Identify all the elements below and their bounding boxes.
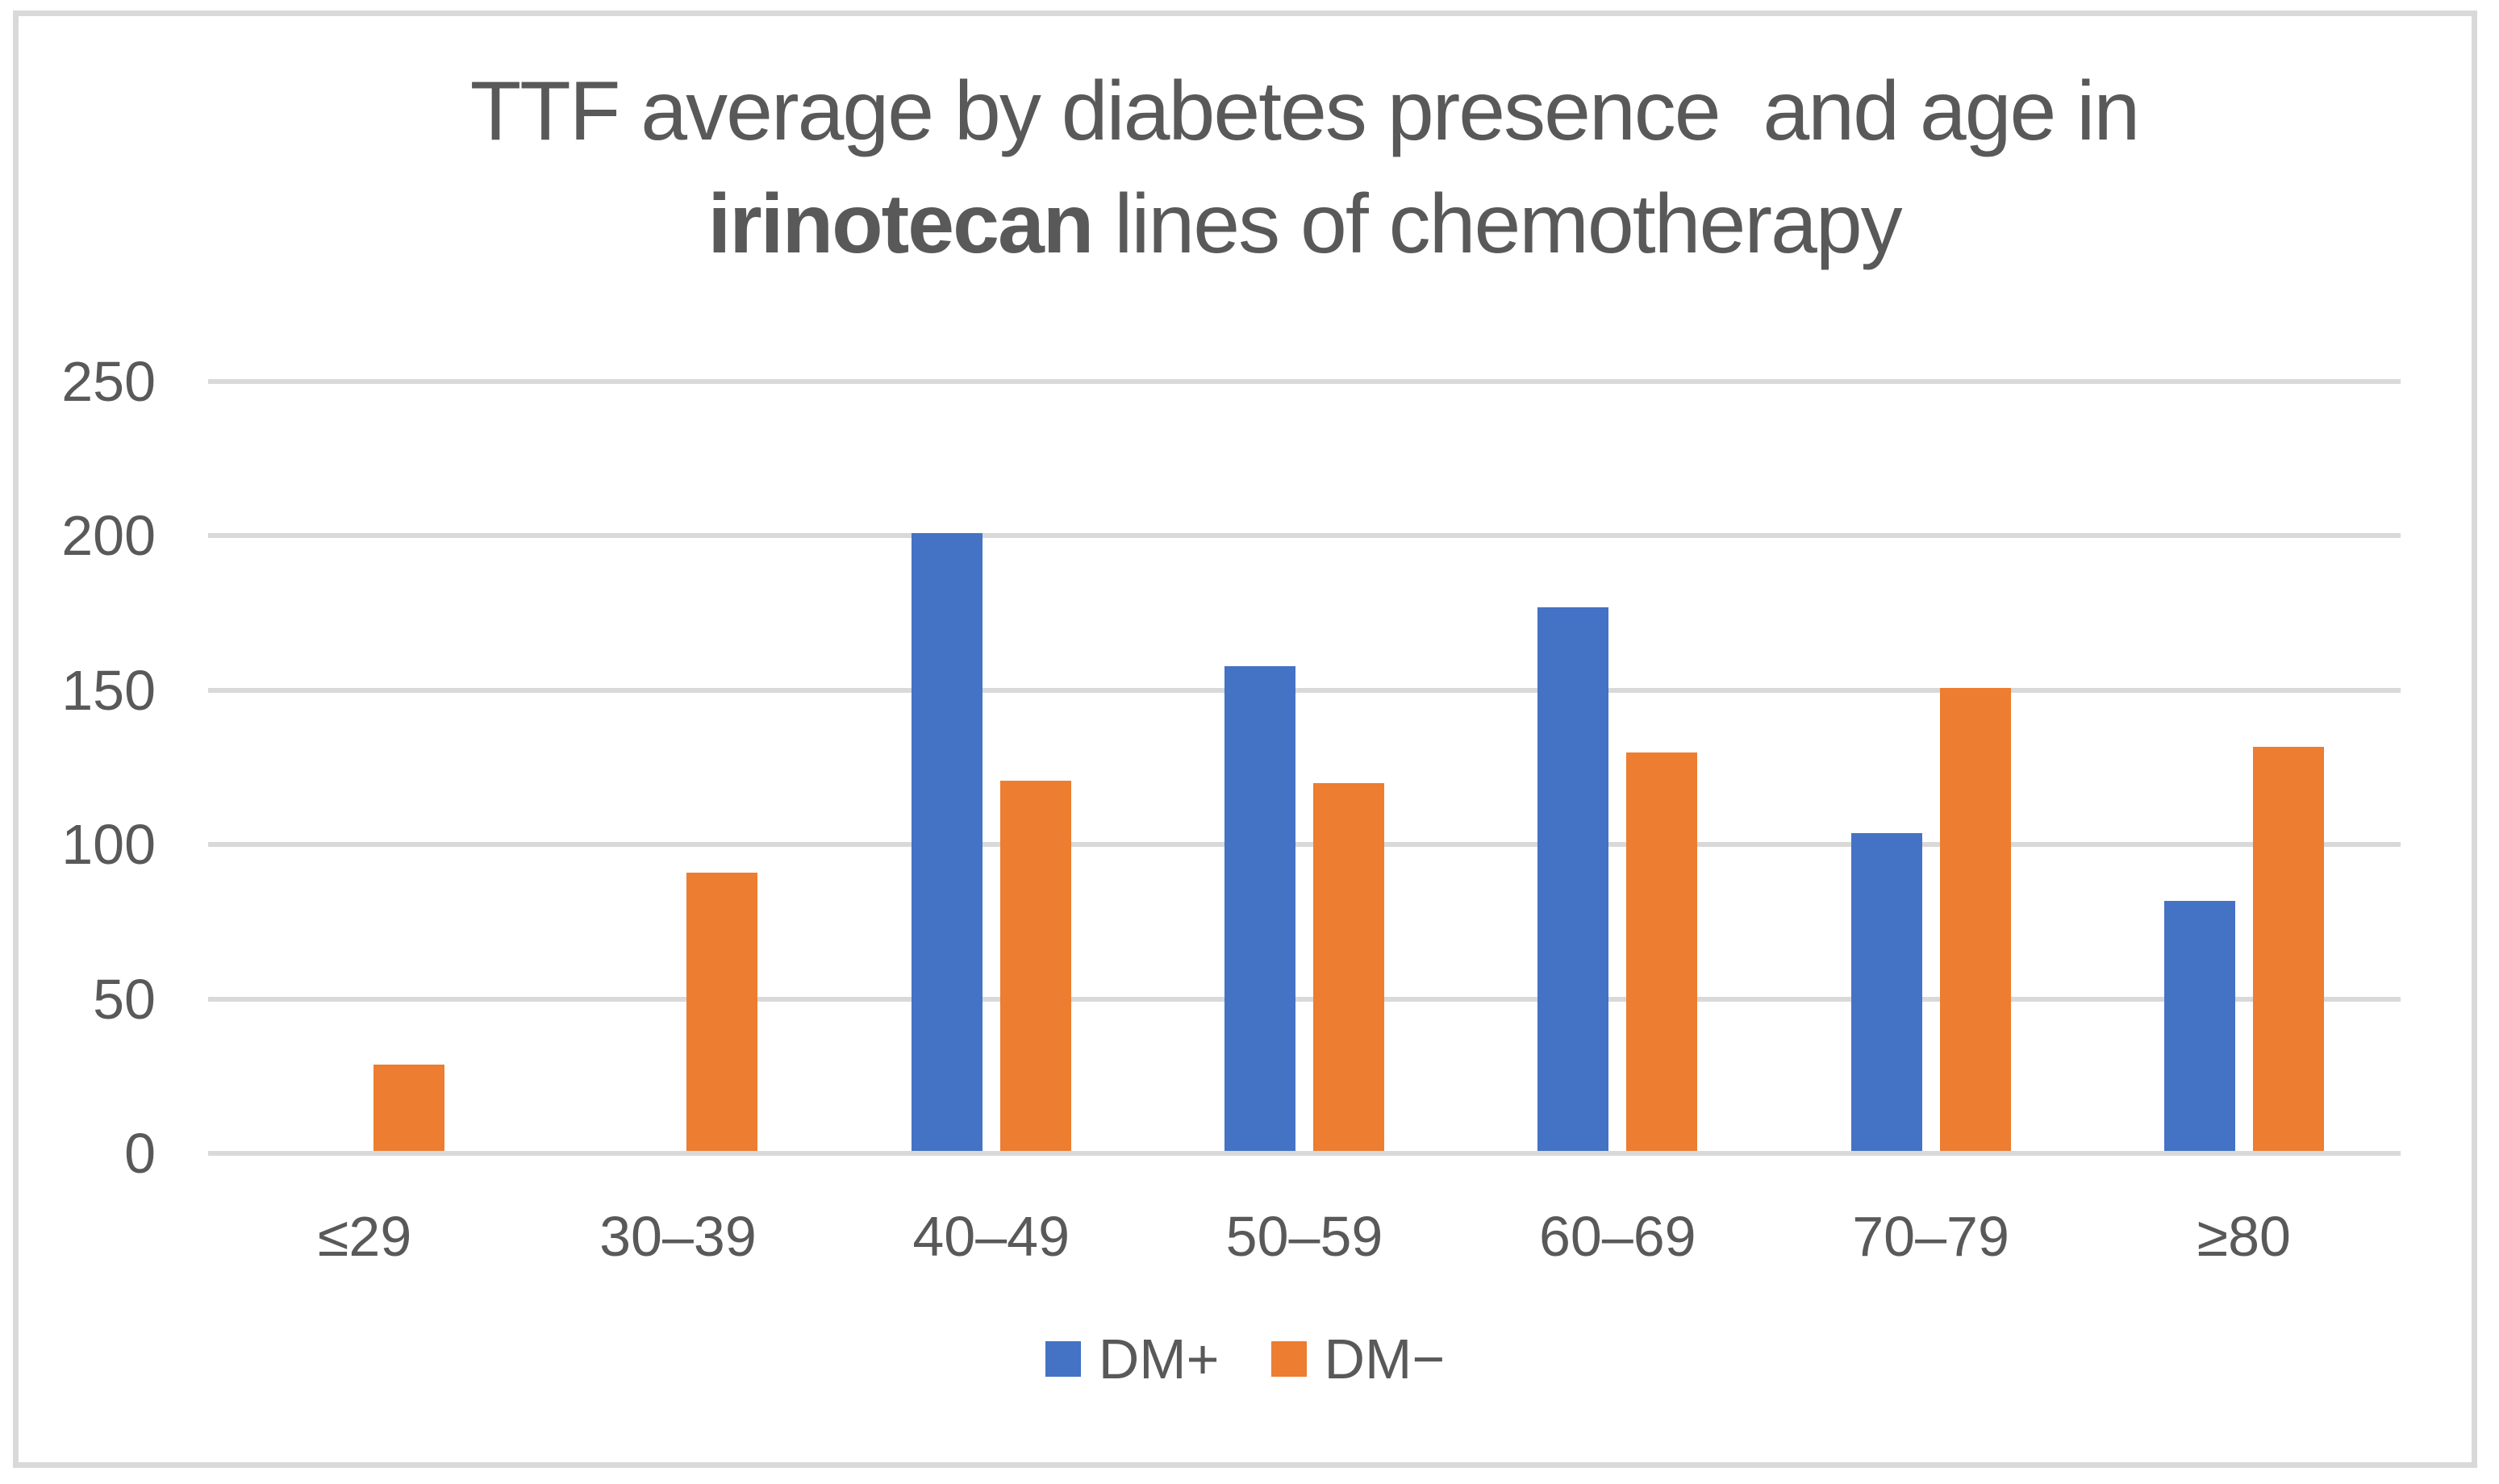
gridline-y-150 xyxy=(208,687,2401,693)
bar-dm-minus-60–69 xyxy=(1626,752,1698,1151)
y-axis-label-50: 50 xyxy=(93,967,156,1031)
bar-dm-plus-≥80 xyxy=(2163,900,2235,1151)
gridline-y-0 xyxy=(208,1151,2401,1156)
gridline-y-250 xyxy=(208,379,2401,384)
gridline-y-200 xyxy=(208,533,2401,539)
x-axis-label-70–79: 70–79 xyxy=(1852,1205,2009,1268)
legend-swatch-dm-minus xyxy=(1270,1341,1307,1377)
x-axis-label-≤29: ≤29 xyxy=(318,1205,412,1268)
bar-dm-plus-60–69 xyxy=(1537,607,1609,1151)
bar-dm-minus-≤29 xyxy=(373,1064,445,1151)
legend: DM+ DM− xyxy=(19,1331,2472,1387)
figure-border: TTF average by diabetes presence and age… xyxy=(13,10,2477,1468)
plot-area: ≤29 30–39 40–49 50–59 60–69 70–79 ≥80 xyxy=(208,379,2401,1268)
title-line2-rest: lines of chemotherapy xyxy=(1092,177,1902,271)
x-axis-label-50–59: 50–59 xyxy=(1225,1205,1383,1268)
x-axis-label-≥80: ≥80 xyxy=(2197,1205,2291,1268)
legend-item-dm-plus: DM+ xyxy=(1045,1331,1220,1387)
x-axis-label-60–69: 60–69 xyxy=(1538,1205,1696,1268)
legend-label-dm-minus: DM− xyxy=(1324,1328,1446,1390)
title-line2-bold: irinotecan xyxy=(707,177,1094,271)
bar-dm-minus-50–59 xyxy=(1313,783,1384,1151)
title-line1: TTF average by diabetes presence and age… xyxy=(469,65,2140,158)
y-axis-label-100: 100 xyxy=(61,813,156,877)
chart-title: TTF average by diabetes presence and age… xyxy=(208,55,2401,281)
bar-dm-minus-30–39 xyxy=(686,873,758,1151)
x-axis-label-40–49: 40–49 xyxy=(912,1205,1070,1268)
y-axis-label-200: 200 xyxy=(61,504,156,568)
bar-dm-minus-≥80 xyxy=(2252,746,2324,1151)
legend-item-dm-minus: DM− xyxy=(1270,1328,1446,1390)
bar-dm-plus-50–59 xyxy=(1224,666,1295,1151)
y-axis-label-250: 250 xyxy=(61,350,156,413)
gridline-y-100 xyxy=(208,842,2401,848)
y-axis-label-150: 150 xyxy=(61,658,156,722)
legend-swatch-dm-plus xyxy=(1045,1341,1081,1377)
gridline-y-50 xyxy=(208,996,2401,1002)
y-axis-label-0: 0 xyxy=(124,1122,156,1185)
bar-dm-minus-40–49 xyxy=(999,780,1071,1151)
x-axis-label-30–39: 30–39 xyxy=(599,1205,757,1268)
bar-dm-plus-40–49 xyxy=(911,533,982,1151)
bar-dm-plus-70–79 xyxy=(1850,832,1922,1151)
bar-dm-minus-70–79 xyxy=(1939,687,2011,1151)
legend-label-dm-plus: DM+ xyxy=(1098,1328,1220,1390)
